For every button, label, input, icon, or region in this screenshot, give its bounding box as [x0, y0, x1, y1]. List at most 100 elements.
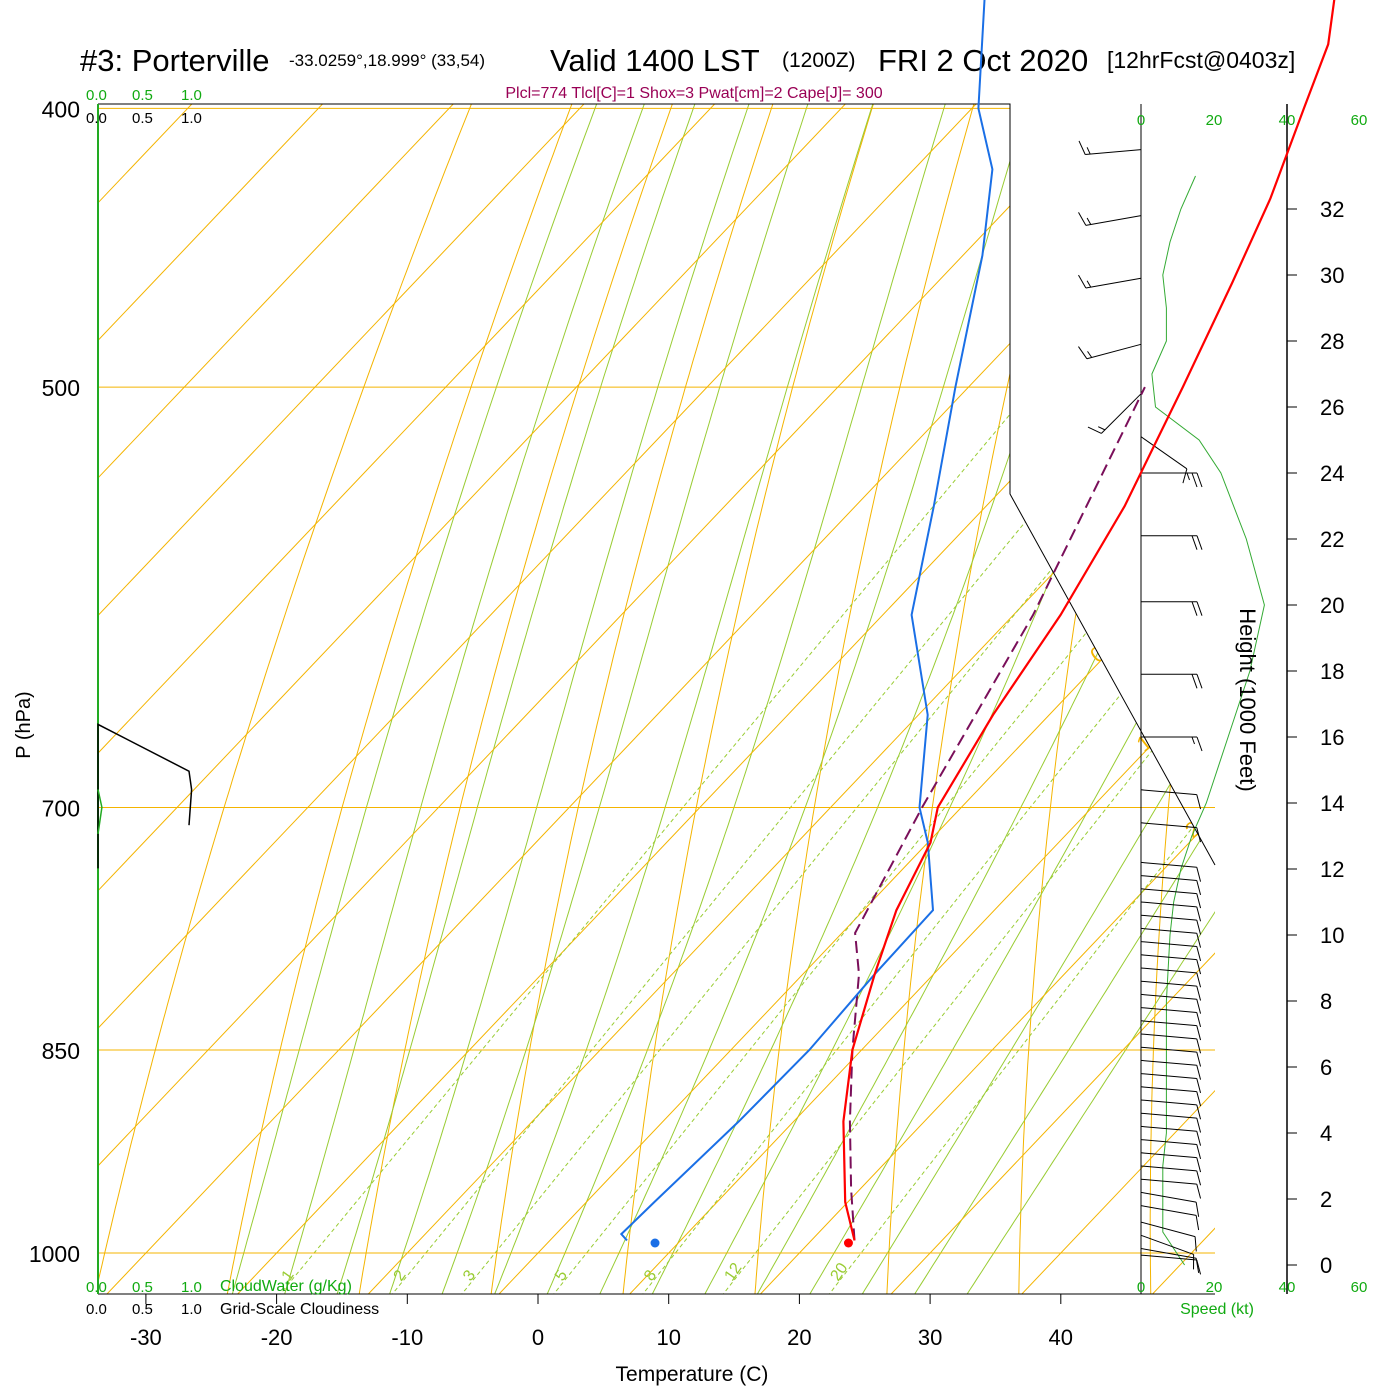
- cloudiness-tick-bottom-0: 0.0: [86, 1301, 107, 1318]
- pressure-tick-label: 700: [42, 795, 80, 821]
- wind-barb: [1141, 673, 1203, 689]
- isotherm-label: 20: [1180, 808, 1215, 843]
- temperature-tick-label: 10: [656, 1325, 680, 1350]
- wind-barb-flag: [1087, 426, 1102, 434]
- wind-barb-staff: [1140, 1254, 1197, 1261]
- pressure-tick-label: 1000: [29, 1241, 80, 1267]
- wind-barb-flag: [1196, 535, 1203, 550]
- cloudwater-tick-top-1: 0.5: [132, 87, 153, 104]
- wind-barb: [1140, 1254, 1202, 1275]
- wind-barb: [1087, 393, 1142, 434]
- wind-barb-flag: [1196, 1144, 1202, 1159]
- height-tick-label: 30: [1320, 263, 1344, 288]
- wind-barb-flag: [1196, 1038, 1202, 1054]
- wind-barb-flag: [1191, 472, 1198, 488]
- wind-barb-flag: [1196, 1091, 1202, 1107]
- temperature-tick-label: -10: [391, 1325, 423, 1350]
- cloudiness-profile: [97, 723, 193, 869]
- wind-barb-flag: [1196, 1131, 1202, 1146]
- wind-barb: [1140, 967, 1202, 988]
- wind-barb: [1140, 1139, 1202, 1159]
- wind-speed-profile: [1151, 175, 1265, 1266]
- wind-barb-flag: [1196, 919, 1202, 935]
- wind-barb-staff: [1140, 1020, 1197, 1027]
- height-tick-label: 16: [1320, 725, 1344, 750]
- wind-barb-flag: [1196, 601, 1203, 616]
- wind-barb: [1140, 1112, 1202, 1133]
- dry-adiabat: [1278, 0, 1400, 1302]
- wind-barb: [1141, 535, 1203, 550]
- wind-barb: [1140, 1178, 1202, 1199]
- wind-barb-flag: [1196, 1117, 1202, 1133]
- moist-adiabat: [334, 104, 944, 1294]
- cloudiness-tick-top-2: 1.0: [181, 110, 202, 127]
- moist-adiabat: [909, 104, 1215, 1294]
- wind-barb-staff: [1140, 1099, 1197, 1106]
- mixing-ratio-label: 3: [460, 1267, 479, 1284]
- wind-barb-flag: [1196, 736, 1203, 752]
- temperature-tick-label: -30: [130, 1325, 162, 1350]
- moist-adiabat: [543, 104, 1163, 1294]
- wind-barb-staff: [1140, 993, 1197, 1000]
- wind-barb-staff: [1140, 789, 1197, 796]
- height-tick-label: 6: [1320, 1055, 1332, 1080]
- mixing-ratio-label: 8: [641, 1267, 660, 1284]
- y-axis-label: P (hPa): [13, 691, 35, 758]
- wind-barb-flag: [1182, 468, 1188, 484]
- wind-barb: [1140, 1125, 1202, 1146]
- wind-barb-flag: [1196, 946, 1202, 961]
- wind-barb-staff: [1140, 1086, 1197, 1093]
- wind-barb-flag: [1078, 212, 1087, 226]
- pressure-tick-label: 850: [42, 1038, 80, 1064]
- wind-barb: [1140, 1165, 1202, 1186]
- mixing-ratio-line: [822, 108, 1215, 1294]
- isotherm-label: 30: [1228, 896, 1263, 931]
- wind-barb-flag: [1191, 601, 1198, 616]
- temperature-tick-label: 20: [787, 1325, 811, 1350]
- isotherm: [98, 104, 1187, 1294]
- isotherm: [98, 104, 664, 1294]
- cloudwater-tick-top-0: 0.0: [86, 87, 107, 104]
- wind-barb: [1140, 941, 1202, 961]
- wind-barb-flag: [1195, 1215, 1200, 1231]
- dry-adiabat: [98, 104, 749, 1294]
- moist-adiabat: [491, 104, 1099, 1294]
- wind-barb-staff: [1140, 914, 1197, 921]
- wind-barb-flag: [1078, 346, 1088, 360]
- isotherm: [98, 104, 1056, 1294]
- moist-adiabat: [856, 104, 1215, 1294]
- dry-adiabat: [753, 104, 1184, 1294]
- cloudwater-tick-top-2: 1.0: [181, 87, 202, 104]
- wind-barb: [1141, 472, 1203, 488]
- dry-adiabat: [489, 104, 1010, 1294]
- height-tick-label: 26: [1320, 395, 1344, 420]
- height-tick-label: 24: [1320, 461, 1344, 486]
- isotherm: [229, 104, 1215, 1294]
- wind-barb-flag: [1196, 1065, 1202, 1080]
- cloudwater-tick-bottom-1: 0.5: [132, 1279, 153, 1296]
- mixing-ratio-line: [636, 108, 1215, 1294]
- moist-adiabat: [804, 104, 1215, 1294]
- wind-barb-half-flag: [1086, 147, 1091, 155]
- isotherm: [98, 104, 925, 1294]
- dry-adiabat: [357, 104, 923, 1294]
- wind-barb-flag: [1196, 959, 1202, 975]
- speed-tick-top-0: 0: [1137, 112, 1145, 129]
- speed-tick-top-1: 20: [1206, 112, 1223, 129]
- wind-barb-staff: [1101, 393, 1142, 434]
- pressure-ticks: 2503004005007008501000: [29, 96, 80, 1267]
- wind-barb: [1140, 901, 1202, 922]
- forecast-date: FRI 2 Oct 2020: [878, 43, 1088, 78]
- wind-barb: [1140, 1205, 1200, 1231]
- isobars: [98, 107, 1215, 1254]
- dewpoint-profile: [619, 0, 994, 1242]
- wind-barb: [1140, 954, 1202, 975]
- wind-barb-staff: [1140, 1152, 1197, 1159]
- moist-adiabat: [961, 104, 1215, 1294]
- wind-barb-staff: [1140, 1234, 1194, 1255]
- plot-frame: [98, 103, 1216, 866]
- moist-adiabat: [229, 104, 859, 1294]
- wind-barb-staff: [1140, 1046, 1197, 1053]
- height-tick-label: 32: [1320, 197, 1344, 222]
